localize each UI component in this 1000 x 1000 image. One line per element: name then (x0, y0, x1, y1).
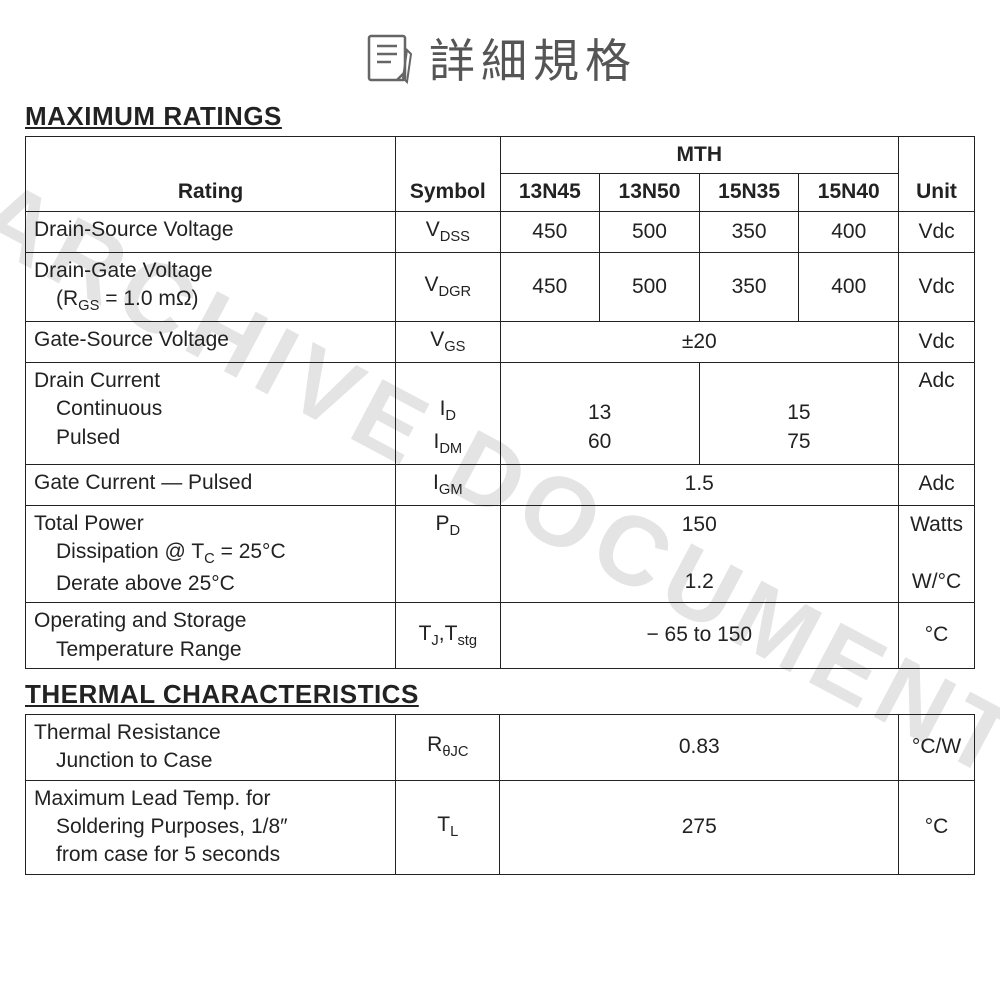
rating-label: Maximum Lead Temp. for Soldering Purpose… (26, 780, 396, 874)
rating-label: Total Power Dissipation @ TC = 25°C Dera… (26, 505, 396, 603)
rating-label: Drain-Source Voltage (26, 211, 396, 252)
page-header: 詳細規格 (25, 25, 975, 91)
value-cell: − 65 to 150 (500, 603, 899, 669)
value-cell: 400 (799, 211, 899, 252)
value-cell: 400 (799, 252, 899, 321)
col-part: 13N45 (500, 174, 600, 211)
table-row: Drain-Source Voltage VDSS 450 500 350 40… (26, 211, 975, 252)
value-cell: 150 1.2 (500, 505, 899, 603)
unit-cell: Vdc (899, 211, 975, 252)
col-mth: MTH (500, 137, 899, 174)
value-cell: 0.83 (500, 714, 899, 780)
symbol-cell: PD (396, 505, 500, 603)
symbol-cell: IGM (396, 464, 500, 505)
page-title: 詳細規格 (429, 25, 637, 91)
value-cell: 350 (699, 211, 799, 252)
rating-label: Thermal Resistance Junction to Case (26, 714, 396, 780)
rating-label: Gate-Source Voltage (26, 322, 396, 363)
col-unit: Unit (899, 137, 975, 212)
unit-cell: °C/W (899, 714, 975, 780)
value-cell: 13 60 (500, 363, 699, 464)
unit-cell: Vdc (899, 252, 975, 321)
symbol-cell: VDSS (396, 211, 500, 252)
value-cell: 1.5 (500, 464, 899, 505)
rating-label: Operating and Storage Temperature Range (26, 603, 396, 669)
table-row: Drain-Gate Voltage (RGS = 1.0 mΩ) VDGR 4… (26, 252, 975, 321)
table-row: Maximum Lead Temp. for Soldering Purpose… (26, 780, 975, 874)
value-cell: 450 (500, 252, 600, 321)
value-cell: 15 75 (699, 363, 898, 464)
rating-label: Drain Current Continuous Pulsed (26, 363, 396, 464)
unit-cell: Adc (899, 464, 975, 505)
thermal-table: Thermal Resistance Junction to Case RθJC… (25, 714, 975, 875)
col-part: 13N50 (600, 174, 700, 211)
rating-label: Drain-Gate Voltage (RGS = 1.0 mΩ) (26, 252, 396, 321)
value-cell: 500 (600, 211, 700, 252)
symbol-cell: VGS (396, 322, 500, 363)
spec-icon (363, 30, 419, 86)
unit-cell: °C (899, 780, 975, 874)
value-cell: 350 (699, 252, 799, 321)
table-row: Thermal Resistance Junction to Case RθJC… (26, 714, 975, 780)
symbol-cell: ID IDM (396, 363, 500, 464)
table-row: Operating and Storage Temperature Range … (26, 603, 975, 669)
table-row: Gate-Source Voltage VGS ±20 Vdc (26, 322, 975, 363)
col-symbol: Symbol (396, 137, 500, 212)
symbol-cell: TJ,Tstg (396, 603, 500, 669)
symbol-cell: VDGR (396, 252, 500, 321)
symbol-cell: TL (396, 780, 500, 874)
table-row: Drain Current Continuous Pulsed ID IDM 1… (26, 363, 975, 464)
table-header-row: Rating Symbol MTH Unit (26, 137, 975, 174)
col-part: 15N40 (799, 174, 899, 211)
section-title-thermal: THERMAL CHARACTERISTICS (25, 679, 975, 710)
section-title-max-ratings: MAXIMUM RATINGS (25, 101, 975, 132)
rating-label: Gate Current — Pulsed (26, 464, 396, 505)
unit-cell: Vdc (899, 322, 975, 363)
table-row: Gate Current — Pulsed IGM 1.5 Adc (26, 464, 975, 505)
col-part: 15N35 (699, 174, 799, 211)
table-row: Total Power Dissipation @ TC = 25°C Dera… (26, 505, 975, 603)
max-ratings-table: Rating Symbol MTH Unit 13N45 13N50 15N35… (25, 136, 975, 669)
value-cell: 500 (600, 252, 700, 321)
unit-cell: °C (899, 603, 975, 669)
unit-cell: Watts W/°C (899, 505, 975, 603)
value-cell: 275 (500, 780, 899, 874)
value-cell: 450 (500, 211, 600, 252)
unit-cell: Adc (899, 363, 975, 464)
col-rating: Rating (26, 137, 396, 212)
symbol-cell: RθJC (396, 714, 500, 780)
value-cell: ±20 (500, 322, 899, 363)
